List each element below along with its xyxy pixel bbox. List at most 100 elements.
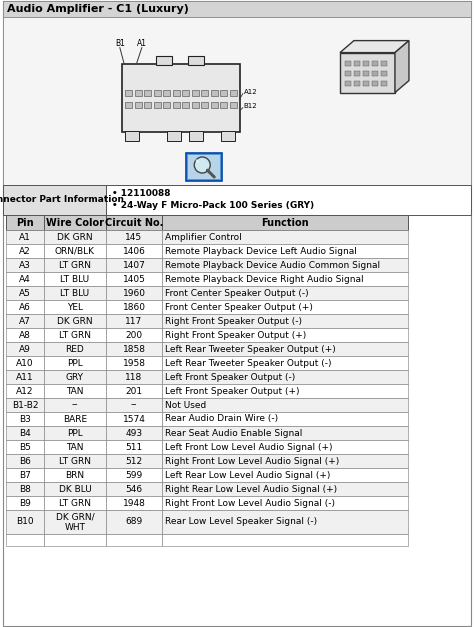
Bar xyxy=(44,412,106,426)
Bar xyxy=(6,230,44,244)
Text: Front Center Speaker Output (+): Front Center Speaker Output (+) xyxy=(165,302,313,312)
Text: DK GRN/
WHT: DK GRN/ WHT xyxy=(55,512,94,532)
Bar xyxy=(354,61,360,66)
Bar xyxy=(44,482,106,496)
Text: Right Front Low Level Audio Signal (-): Right Front Low Level Audio Signal (-) xyxy=(165,498,335,507)
Text: A5: A5 xyxy=(19,288,31,297)
Bar xyxy=(44,454,106,468)
Polygon shape xyxy=(340,41,409,53)
Text: Not Used: Not Used xyxy=(165,401,206,409)
Bar xyxy=(6,398,44,412)
Bar xyxy=(125,130,139,140)
Text: 1948: 1948 xyxy=(123,498,146,507)
Text: A7: A7 xyxy=(19,317,31,325)
Bar xyxy=(363,81,369,86)
Text: A9: A9 xyxy=(19,344,31,354)
Bar xyxy=(167,130,181,140)
Text: 201: 201 xyxy=(126,386,143,396)
Bar xyxy=(191,102,199,108)
Bar xyxy=(189,130,203,140)
Bar xyxy=(162,286,408,300)
Bar xyxy=(106,398,162,412)
Bar xyxy=(44,300,106,314)
Bar xyxy=(162,440,408,454)
Bar xyxy=(6,286,44,300)
Text: B5: B5 xyxy=(19,443,31,451)
Text: LT BLU: LT BLU xyxy=(61,275,90,283)
Text: A10: A10 xyxy=(16,359,34,367)
Bar xyxy=(44,534,106,546)
Bar xyxy=(372,81,378,86)
Bar xyxy=(44,398,106,412)
Bar xyxy=(210,90,218,96)
Text: Remote Playback Device Right Audio Signal: Remote Playback Device Right Audio Signa… xyxy=(165,275,364,283)
Text: ORN/BLK: ORN/BLK xyxy=(55,246,95,255)
Bar xyxy=(162,412,408,426)
Text: Audio Amplifier - C1 (Luxury): Audio Amplifier - C1 (Luxury) xyxy=(7,4,189,14)
Bar xyxy=(106,300,162,314)
Bar xyxy=(106,272,162,286)
Bar xyxy=(106,328,162,342)
Text: 1958: 1958 xyxy=(122,359,146,367)
Text: Pin: Pin xyxy=(16,218,34,228)
Bar xyxy=(6,440,44,454)
Bar xyxy=(6,384,44,398)
Text: A12: A12 xyxy=(244,88,257,95)
Text: A8: A8 xyxy=(19,330,31,339)
Text: LT GRN: LT GRN xyxy=(59,330,91,339)
Text: TAN: TAN xyxy=(66,386,84,396)
Bar xyxy=(229,90,237,96)
Text: LT GRN: LT GRN xyxy=(59,260,91,270)
Bar xyxy=(106,185,471,215)
Text: B12: B12 xyxy=(244,103,257,108)
Bar xyxy=(106,356,162,370)
Text: Left Front Low Level Audio Signal (+): Left Front Low Level Audio Signal (+) xyxy=(165,443,332,451)
Text: 1407: 1407 xyxy=(123,260,146,270)
Text: 493: 493 xyxy=(126,428,143,438)
Bar xyxy=(106,370,162,384)
Text: GRY: GRY xyxy=(66,372,84,381)
Bar xyxy=(162,468,408,482)
Bar xyxy=(6,510,44,534)
Bar xyxy=(44,370,106,384)
Bar xyxy=(106,314,162,328)
Text: 689: 689 xyxy=(126,517,143,527)
Text: BARE: BARE xyxy=(63,414,87,423)
Bar xyxy=(6,412,44,426)
Text: A12: A12 xyxy=(16,386,34,396)
Bar xyxy=(125,90,132,96)
Text: Left Rear Tweeter Speaker Output (-): Left Rear Tweeter Speaker Output (-) xyxy=(165,359,331,367)
Text: YEL: YEL xyxy=(67,302,83,312)
Bar xyxy=(3,1,471,17)
Text: Connector Part Information: Connector Part Information xyxy=(0,196,125,204)
Bar xyxy=(372,71,378,76)
Bar xyxy=(182,90,189,96)
Bar xyxy=(106,286,162,300)
Text: Amplifier Control: Amplifier Control xyxy=(165,233,242,241)
Bar xyxy=(6,356,44,370)
Text: 1858: 1858 xyxy=(122,344,146,354)
Bar xyxy=(122,63,240,132)
Bar xyxy=(162,258,408,272)
Bar xyxy=(162,496,408,510)
Bar xyxy=(372,61,378,66)
Bar xyxy=(6,496,44,510)
Text: Right Rear Low Level Audio Signal (+): Right Rear Low Level Audio Signal (+) xyxy=(165,485,337,493)
Bar xyxy=(162,370,408,384)
Text: 145: 145 xyxy=(126,233,143,241)
Bar xyxy=(106,534,162,546)
Bar xyxy=(340,53,395,93)
Bar xyxy=(201,102,208,108)
Bar xyxy=(106,258,162,272)
Bar xyxy=(363,61,369,66)
Bar xyxy=(6,328,44,342)
Bar xyxy=(162,300,408,314)
Bar xyxy=(156,56,172,65)
Text: Right Front Speaker Output (-): Right Front Speaker Output (-) xyxy=(165,317,302,325)
Bar xyxy=(6,272,44,286)
Bar xyxy=(188,56,204,65)
Text: BRN: BRN xyxy=(65,470,84,480)
Text: Left Rear Low Level Audio Signal (+): Left Rear Low Level Audio Signal (+) xyxy=(165,470,330,480)
Bar xyxy=(162,398,408,412)
Bar xyxy=(229,102,237,108)
